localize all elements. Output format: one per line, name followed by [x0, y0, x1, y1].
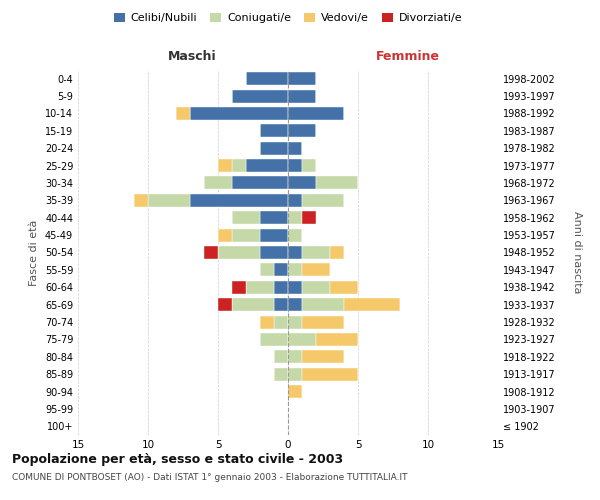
Bar	[302, 194, 344, 207]
Bar	[288, 194, 302, 207]
Bar	[190, 107, 288, 120]
Bar	[288, 385, 302, 398]
Bar	[288, 176, 316, 190]
Bar	[288, 264, 302, 276]
Bar	[274, 316, 288, 328]
Bar	[288, 159, 302, 172]
Bar	[148, 194, 190, 207]
Bar	[260, 246, 288, 259]
Bar	[246, 72, 288, 85]
Bar	[218, 298, 232, 311]
Bar	[246, 280, 274, 294]
Bar	[302, 159, 316, 172]
Bar	[330, 246, 344, 259]
Text: Femmine: Femmine	[376, 50, 440, 62]
Bar	[302, 264, 330, 276]
Bar	[302, 280, 330, 294]
Bar	[302, 298, 344, 311]
Bar	[302, 211, 316, 224]
Bar	[190, 194, 288, 207]
Text: Popolazione per età, sesso e stato civile - 2003: Popolazione per età, sesso e stato civil…	[12, 452, 343, 466]
Bar	[288, 211, 302, 224]
Bar	[288, 90, 316, 102]
Bar	[288, 333, 316, 346]
Bar	[302, 350, 344, 364]
Bar	[274, 298, 288, 311]
Bar	[288, 298, 302, 311]
Bar	[274, 368, 288, 380]
Bar	[218, 159, 232, 172]
Bar	[274, 350, 288, 364]
Bar	[288, 246, 302, 259]
Bar	[232, 90, 288, 102]
Bar	[260, 142, 288, 154]
Bar	[274, 280, 288, 294]
Bar	[260, 264, 274, 276]
Bar	[232, 211, 260, 224]
Text: Maschi: Maschi	[167, 50, 217, 62]
Bar	[218, 246, 260, 259]
Bar	[204, 176, 232, 190]
Bar	[330, 280, 358, 294]
Bar	[288, 124, 316, 138]
Bar	[232, 159, 246, 172]
Bar	[232, 228, 260, 241]
Bar	[232, 298, 274, 311]
Bar	[302, 368, 358, 380]
Bar	[288, 72, 316, 85]
Bar	[288, 228, 302, 241]
Y-axis label: Anni di nascita: Anni di nascita	[572, 211, 583, 294]
Bar	[316, 176, 358, 190]
Bar	[288, 142, 302, 154]
Bar	[288, 368, 302, 380]
Y-axis label: Fasce di età: Fasce di età	[29, 220, 39, 286]
Bar	[260, 316, 274, 328]
Legend: Celibi/Nubili, Coniugati/e, Vedovi/e, Divorziati/e: Celibi/Nubili, Coniugati/e, Vedovi/e, Di…	[109, 8, 467, 28]
Bar	[246, 159, 288, 172]
Bar	[176, 107, 190, 120]
Bar	[260, 333, 288, 346]
Bar	[232, 176, 288, 190]
Bar	[288, 107, 344, 120]
Bar	[316, 333, 358, 346]
Bar	[134, 194, 148, 207]
Bar	[302, 246, 330, 259]
Bar	[288, 316, 302, 328]
Bar	[218, 228, 232, 241]
Bar	[204, 246, 218, 259]
Bar	[260, 228, 288, 241]
Bar	[260, 211, 288, 224]
Bar	[288, 280, 302, 294]
Bar	[302, 316, 344, 328]
Text: COMUNE DI PONTBOSET (AO) - Dati ISTAT 1° gennaio 2003 - Elaborazione TUTTITALIA.: COMUNE DI PONTBOSET (AO) - Dati ISTAT 1°…	[12, 472, 407, 482]
Bar	[232, 280, 246, 294]
Bar	[344, 298, 400, 311]
Bar	[274, 264, 288, 276]
Bar	[288, 350, 302, 364]
Bar	[260, 124, 288, 138]
